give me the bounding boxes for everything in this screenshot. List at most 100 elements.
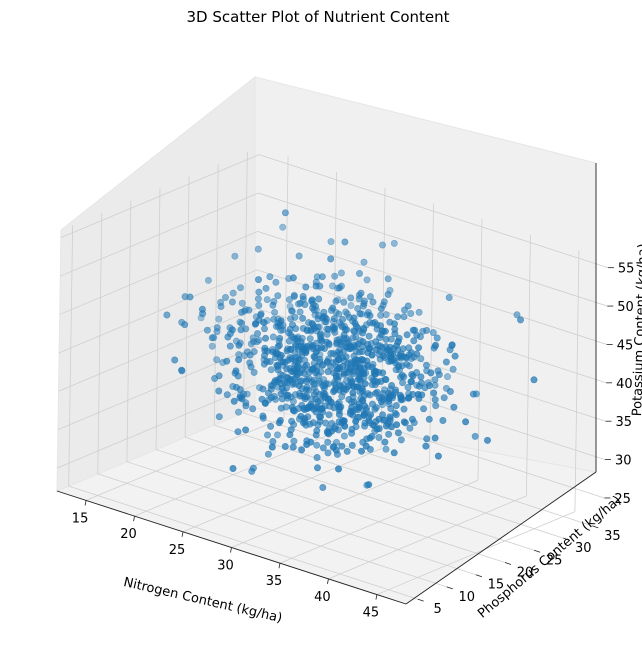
data-point [264, 389, 272, 397]
z-tick-label: 50 [617, 300, 634, 315]
data-point [178, 318, 186, 326]
data-point [222, 293, 230, 301]
data-point [425, 415, 433, 423]
data-point [355, 413, 363, 421]
data-point [255, 301, 263, 309]
data-point [279, 361, 287, 369]
data-point [373, 388, 381, 396]
data-point [407, 378, 415, 386]
data-point [356, 337, 364, 345]
z-tick-label: 30 [615, 454, 632, 469]
x-tick-mark [375, 594, 378, 600]
data-point [306, 420, 314, 428]
data-point [347, 294, 355, 302]
data-point [331, 272, 339, 280]
data-point [407, 354, 415, 362]
data-point [252, 319, 260, 327]
data-point [312, 306, 320, 314]
data-point [383, 395, 391, 403]
data-point [413, 381, 421, 389]
data-point [181, 293, 189, 301]
y-grid-line [68, 485, 418, 600]
data-point [347, 359, 355, 367]
data-point [354, 356, 362, 364]
data-point [295, 355, 303, 363]
y-tick-label: 25 [546, 553, 563, 568]
data-point [334, 355, 342, 363]
data-point [319, 444, 327, 452]
data-point [352, 405, 360, 413]
data-point [313, 441, 321, 449]
data-point [359, 397, 367, 405]
data-point [296, 308, 304, 316]
data-point [259, 414, 267, 422]
data-point [203, 326, 211, 334]
y-grid-line [97, 473, 447, 588]
data-point [313, 323, 321, 331]
data-point [400, 306, 408, 314]
data-point [373, 321, 381, 329]
z-grid-line [58, 307, 257, 392]
data-point [242, 325, 250, 333]
data-point [333, 351, 341, 359]
data-point [360, 297, 368, 305]
data-point [335, 407, 343, 415]
data-point [324, 355, 332, 363]
y-tick-label: 15 [488, 578, 505, 593]
data-point [375, 433, 383, 441]
data-point [355, 327, 363, 335]
data-point [243, 348, 251, 356]
data-point [280, 387, 288, 395]
z-tick-label: 45 [617, 338, 634, 353]
data-point [316, 331, 324, 339]
data-point [336, 346, 344, 354]
x-tick-mark [84, 500, 87, 506]
data-point [392, 402, 400, 410]
x-tick-mark [181, 531, 184, 537]
data-point [319, 483, 327, 491]
data-point [440, 394, 448, 402]
data-point [348, 398, 356, 406]
data-point [333, 366, 341, 374]
y-grid-line [243, 412, 593, 527]
data-point [264, 450, 272, 458]
data-point [299, 343, 307, 351]
data-point [254, 295, 262, 303]
data-point [298, 446, 306, 454]
data-point [249, 405, 257, 413]
data-point [331, 425, 339, 433]
data-point [362, 321, 370, 329]
data-point [405, 344, 413, 352]
data-point [313, 273, 321, 281]
data-point [271, 378, 279, 386]
z-tick-label: 25 [614, 492, 631, 507]
data-point [257, 311, 265, 319]
data-point [420, 405, 428, 413]
data-point [299, 295, 307, 303]
data-point [369, 360, 377, 368]
data-point [237, 284, 245, 292]
data-point [340, 298, 348, 306]
x-tick-label: 30 [217, 559, 234, 574]
data-point [382, 311, 390, 319]
y-tick-label: 35 [604, 529, 621, 544]
data-point [291, 391, 299, 399]
data-point [352, 423, 360, 431]
data-point [329, 359, 337, 367]
data-point [424, 379, 432, 387]
data-point [332, 438, 340, 446]
data-point [334, 465, 342, 473]
data-point [171, 356, 179, 364]
data-point [530, 376, 538, 384]
data-point [399, 352, 407, 360]
data-point [290, 421, 298, 429]
data-point [215, 387, 223, 395]
data-point [410, 419, 418, 427]
data-point [208, 342, 216, 350]
data-point [462, 418, 470, 426]
data-point [362, 369, 370, 377]
data-point [316, 405, 324, 413]
data-point [270, 379, 278, 387]
y-grid-line [155, 449, 506, 563]
data-point [210, 334, 218, 342]
